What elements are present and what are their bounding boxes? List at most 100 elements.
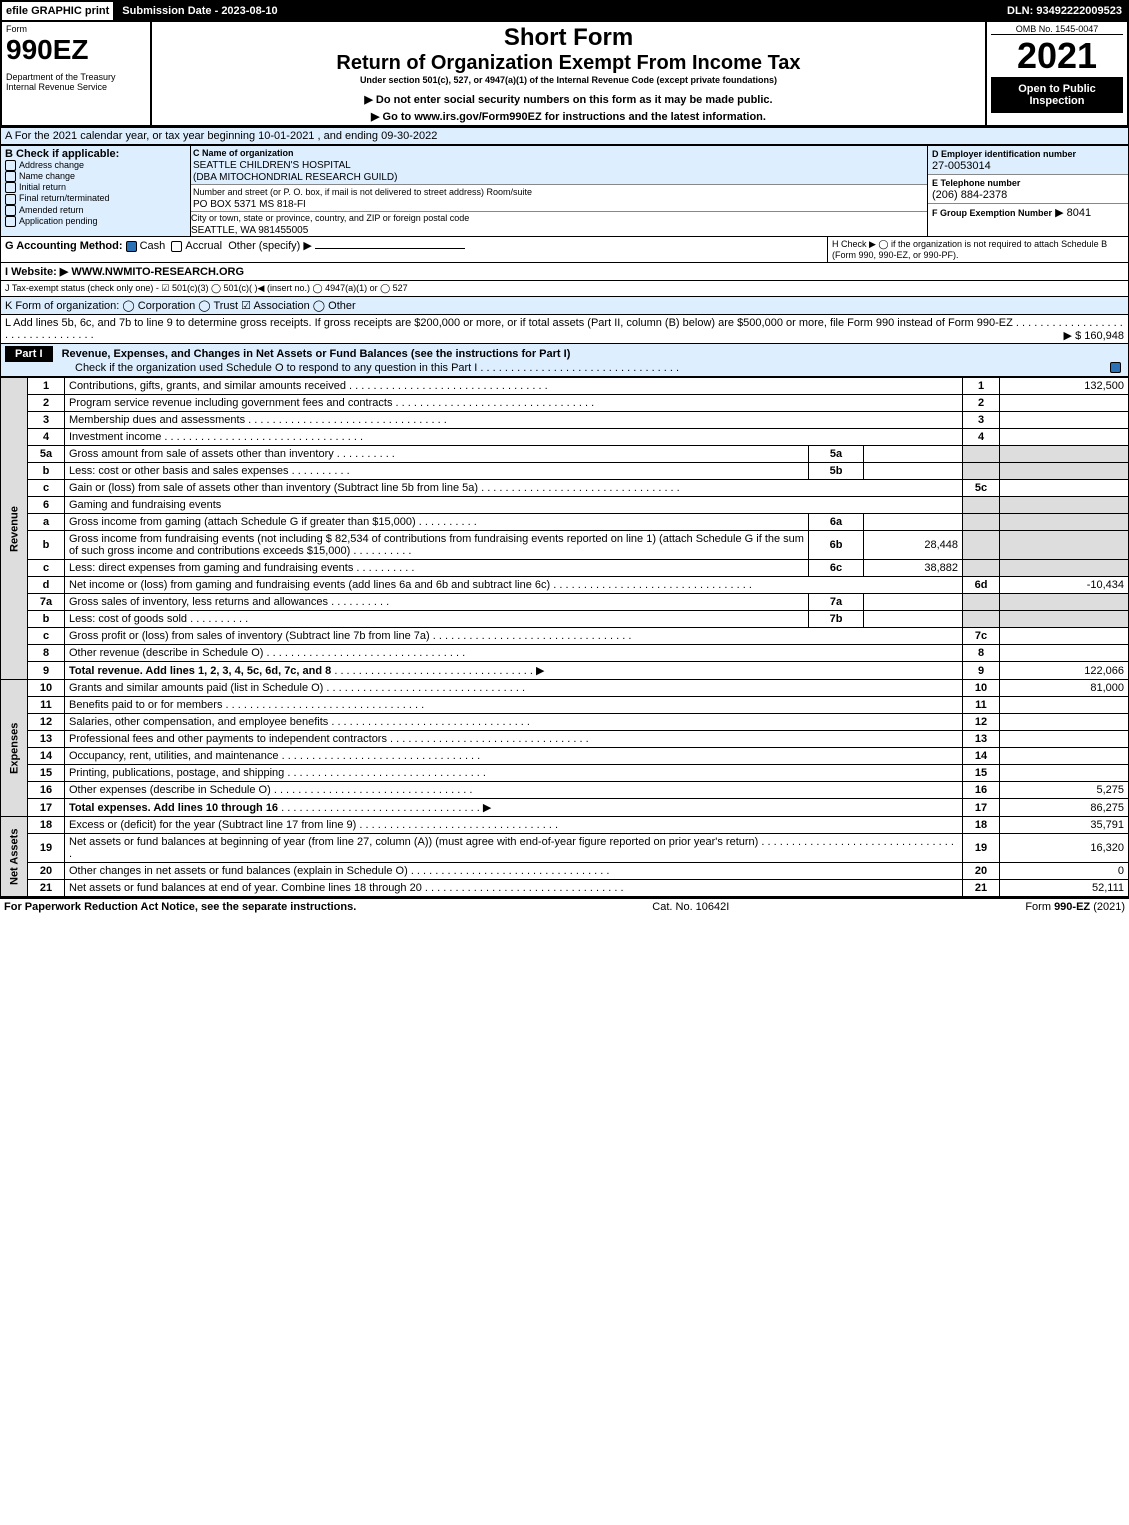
- line-description: Gaming and fundraising events: [65, 497, 963, 514]
- mid-value: [864, 446, 963, 463]
- shaded-cell: [963, 594, 1000, 611]
- line-value: [1000, 412, 1129, 429]
- part-i-check: Check if the organization used Schedule …: [75, 362, 477, 374]
- table-row: 20Other changes in net assets or fund ba…: [1, 863, 1129, 880]
- part-i-checkbox[interactable]: [1110, 362, 1121, 373]
- line-description: Gross income from fundraising events (no…: [65, 531, 809, 560]
- table-row: Net Assets18Excess or (deficit) for the …: [1, 817, 1129, 834]
- h-text: H Check ▶ ◯ if the organization is not r…: [828, 237, 1128, 262]
- line-number: d: [28, 577, 65, 594]
- table-row: 12Salaries, other compensation, and empl…: [1, 714, 1129, 731]
- checkbox-icon[interactable]: [5, 160, 16, 171]
- right-line-number: 3: [963, 412, 1000, 429]
- table-row: dNet income or (loss) from gaming and fu…: [1, 577, 1129, 594]
- line-description: Gross profit or (loss) from sales of inv…: [65, 628, 963, 645]
- row-k: K Form of organization: ◯ Corporation ◯ …: [0, 297, 1129, 315]
- mid-line-number: 5a: [809, 446, 864, 463]
- tel-value: (206) 884-2378: [932, 189, 1007, 201]
- line-value: 122,066: [1000, 662, 1129, 680]
- right-line-number: 4: [963, 429, 1000, 446]
- line-description: Investment income: [65, 429, 963, 446]
- checkbox-icon[interactable]: [5, 171, 16, 182]
- part-i-header: Part I Revenue, Expenses, and Changes in…: [0, 344, 1129, 377]
- table-row: 7aGross sales of inventory, less returns…: [1, 594, 1129, 611]
- line-description: Benefits paid to or for members: [65, 697, 963, 714]
- row-l-text: L Add lines 5b, 6c, and 7b to line 9 to …: [5, 317, 1013, 329]
- line-number: 7a: [28, 594, 65, 611]
- form-label: Form: [6, 24, 146, 34]
- checkbox-icon[interactable]: [5, 194, 16, 205]
- line-description: Less: cost or other basis and sales expe…: [65, 463, 809, 480]
- right-line-number: 13: [963, 731, 1000, 748]
- shaded-cell: [1000, 497, 1129, 514]
- city-label: City or town, state or province, country…: [191, 213, 469, 223]
- line-number: b: [28, 531, 65, 560]
- line-number: 1: [28, 378, 65, 395]
- spacer: [287, 2, 1003, 20]
- line-description: Gross amount from sale of assets other t…: [65, 446, 809, 463]
- mid-value: [864, 594, 963, 611]
- table-row: bGross income from fundraising events (n…: [1, 531, 1129, 560]
- accrual-checkbox[interactable]: [171, 241, 182, 252]
- checkbox-icon[interactable]: [5, 216, 16, 227]
- addr-label: Number and street (or P. O. box, if mail…: [193, 187, 532, 197]
- line-description: Net assets or fund balances at beginning…: [65, 834, 963, 863]
- boxb-item: Address change: [5, 160, 186, 171]
- mid-line-number: 7a: [809, 594, 864, 611]
- other-label: Other (specify) ▶: [228, 240, 312, 252]
- checkbox-icon[interactable]: [5, 205, 16, 216]
- org-address: PO BOX 5371 MS 818-FI: [193, 199, 306, 210]
- line-number: b: [28, 611, 65, 628]
- right-line-number: 10: [963, 680, 1000, 697]
- table-row: bLess: cost or other basis and sales exp…: [1, 463, 1129, 480]
- checkbox-icon[interactable]: [5, 182, 16, 193]
- line-number: 15: [28, 765, 65, 782]
- part-i-label: Part I: [5, 346, 53, 362]
- footer-left: For Paperwork Reduction Act Notice, see …: [4, 901, 356, 913]
- cash-label: Cash: [140, 240, 166, 252]
- line-description: Grants and similar amounts paid (list in…: [65, 680, 963, 697]
- submission-date: Submission Date - 2023-08-10: [114, 2, 286, 20]
- table-row: Revenue1Contributions, gifts, grants, an…: [1, 378, 1129, 395]
- table-row: 16Other expenses (describe in Schedule O…: [1, 782, 1129, 799]
- line-value: 5,275: [1000, 782, 1129, 799]
- mid-line-number: 5b: [809, 463, 864, 480]
- right-line-number: 14: [963, 748, 1000, 765]
- efile-label[interactable]: efile GRAPHIC print: [2, 2, 114, 20]
- boxb-item: Final return/terminated: [5, 193, 186, 204]
- ein-label: D Employer identification number: [932, 149, 1076, 159]
- right-line-number: 21: [963, 880, 1000, 897]
- table-row: 15Printing, publications, postage, and s…: [1, 765, 1129, 782]
- line-a: A For the 2021 calendar year, or tax yea…: [0, 127, 1129, 145]
- line-number: 2: [28, 395, 65, 412]
- line-description: Printing, publications, postage, and shi…: [65, 765, 963, 782]
- table-row: 3Membership dues and assessments 3: [1, 412, 1129, 429]
- shaded-cell: [1000, 611, 1129, 628]
- omb-label: OMB No. 1545-0047: [991, 24, 1123, 35]
- cash-checkbox[interactable]: [126, 241, 137, 252]
- row-j: J Tax-exempt status (check only one) - ☑…: [0, 281, 1129, 297]
- right-line-number: 19: [963, 834, 1000, 863]
- line-value: [1000, 697, 1129, 714]
- line-number: 5a: [28, 446, 65, 463]
- mid-line-number: 6a: [809, 514, 864, 531]
- dln-label: DLN: 93492222009523: [1003, 2, 1127, 20]
- line-number: 8: [28, 645, 65, 662]
- section-label: Expenses: [1, 680, 28, 817]
- table-row: 13Professional fees and other payments t…: [1, 731, 1129, 748]
- line-value: 52,111: [1000, 880, 1129, 897]
- line-value: [1000, 765, 1129, 782]
- shaded-cell: [963, 560, 1000, 577]
- line-number: 4: [28, 429, 65, 446]
- table-row: Expenses10Grants and similar amounts pai…: [1, 680, 1129, 697]
- line-description: Program service revenue including govern…: [65, 395, 963, 412]
- line-number: 17: [28, 799, 65, 817]
- shaded-cell: [963, 514, 1000, 531]
- ein-value: 27-0053014: [932, 160, 991, 172]
- line-number: 10: [28, 680, 65, 697]
- line-description: Salaries, other compensation, and employ…: [65, 714, 963, 731]
- table-row: cLess: direct expenses from gaming and f…: [1, 560, 1129, 577]
- boxb-item: Initial return: [5, 182, 186, 193]
- shaded-cell: [1000, 514, 1129, 531]
- right-line-number: 17: [963, 799, 1000, 817]
